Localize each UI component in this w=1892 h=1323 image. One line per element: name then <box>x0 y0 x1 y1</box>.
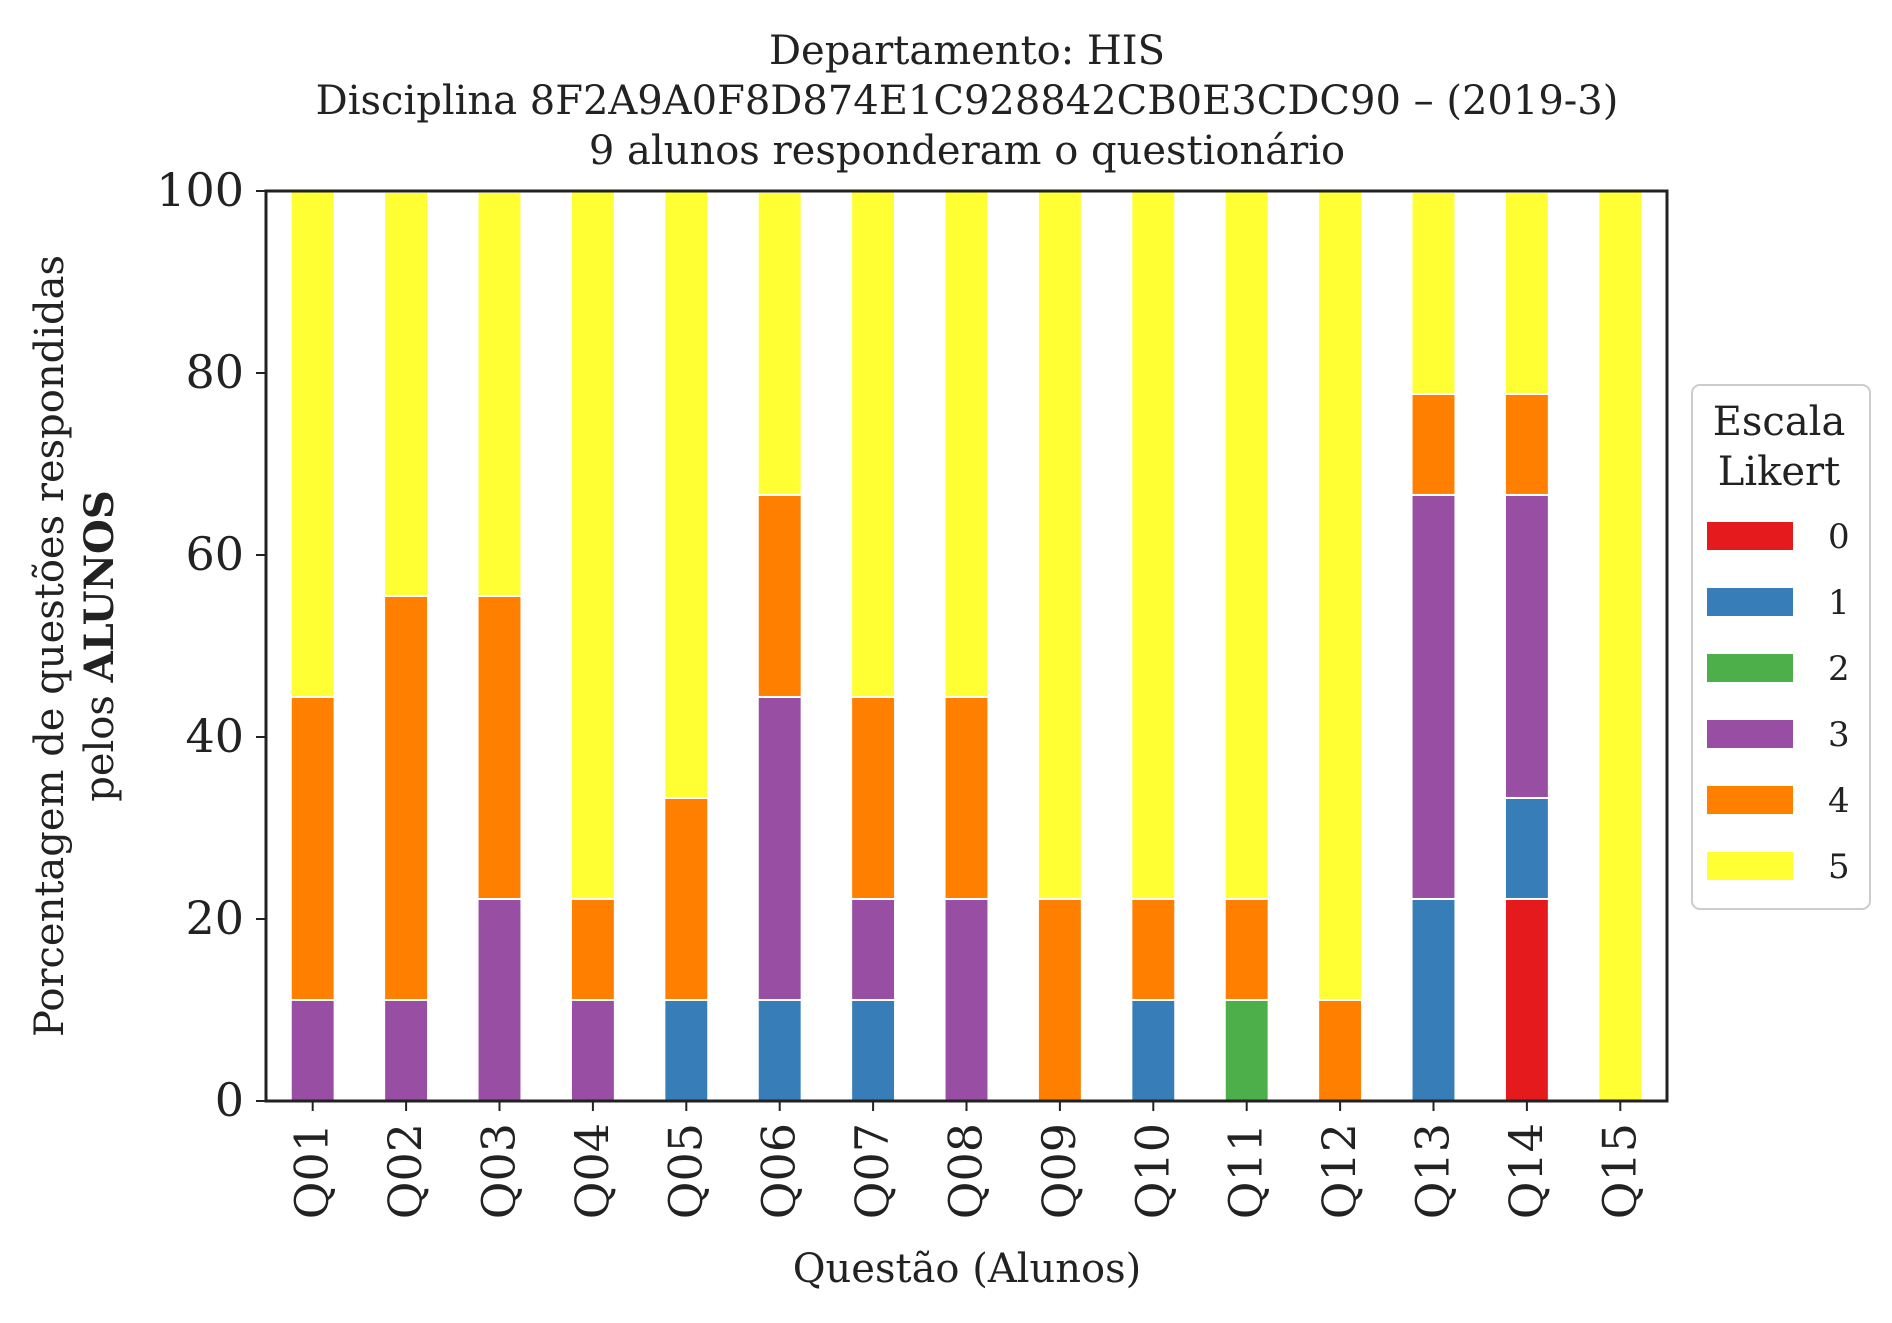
x-tick-label-q14: Q14 <box>1499 1123 1553 1219</box>
y-tick-label: 20 <box>185 891 244 945</box>
bar-segment-q06-level-3 <box>756 695 803 1001</box>
bar-segment-q11-level-2 <box>1223 998 1270 1102</box>
legend-swatch-1 <box>1707 588 1793 616</box>
legend-swatch-0 <box>1707 522 1793 550</box>
y-axis-label-line-2: pelos ALUNOS <box>76 490 123 802</box>
legend: Escala Likert 0 1 2 3 4 5 <box>1691 384 1871 910</box>
bar-segment-q08-level-3 <box>943 897 990 1102</box>
bar-segment-q12-level-5 <box>1317 190 1364 1001</box>
legend-title-line-2: Likert <box>1718 449 1840 495</box>
legend-items: 0 1 2 3 4 5 <box>1707 517 1850 887</box>
bar-segment-q13-level-5 <box>1410 190 1457 395</box>
y-tick-label: 0 <box>215 1073 244 1127</box>
x-tick-label-q12: Q12 <box>1312 1123 1366 1219</box>
bar-segment-q04-level-5 <box>569 190 616 900</box>
bar-segment-q01-level-3 <box>289 998 336 1102</box>
bar-segment-q05-level-5 <box>663 190 710 799</box>
legend-swatch-2 <box>1707 654 1793 682</box>
x-tick-label-q03: Q03 <box>472 1123 526 1219</box>
legend-label-1: 1 <box>1828 583 1850 623</box>
bar-segment-q08-level-4 <box>943 695 990 900</box>
bar-segment-q07-level-3 <box>850 897 897 1001</box>
y-axis-label-line-1: Porcentagem de questões respondidas <box>27 255 73 1037</box>
bar-segment-q14-level-3 <box>1503 493 1550 799</box>
bar-segment-q09-level-4 <box>1036 897 1083 1102</box>
x-tick-label-q07: Q07 <box>845 1123 899 1219</box>
x-tick-label-q01: Q01 <box>285 1123 339 1219</box>
legend-label-3: 3 <box>1828 715 1850 755</box>
bar-segment-q06-level-1 <box>756 998 803 1102</box>
bar-segment-q01-level-5 <box>289 190 336 698</box>
bar-segment-q04-level-3 <box>569 998 616 1102</box>
x-axis-ticks: Q01 Q02 Q03 Q04 Q05 Q06 Q07 Q08 Q09 Q10 Q11 Q12 Q13 Q… <box>285 1101 1646 1219</box>
bar-segment-q11-level-4 <box>1223 897 1270 1001</box>
bar-segment-q12-level-4 <box>1317 998 1364 1102</box>
x-tick-label-q02: Q02 <box>378 1123 432 1219</box>
bar-segment-q07-level-4 <box>850 695 897 900</box>
x-tick-label-q05: Q05 <box>658 1123 712 1219</box>
x-tick-label-q04: Q04 <box>565 1123 619 1219</box>
bar-segment-q02-level-5 <box>383 190 430 597</box>
legend-swatch-4 <box>1707 786 1793 814</box>
legend-box <box>1691 384 1871 910</box>
x-axis-label: Questão (Alunos) <box>793 1246 1142 1292</box>
y-tick-label: 80 <box>185 345 244 399</box>
x-tick-label-q09: Q09 <box>1032 1123 1086 1219</box>
legend-swatch-3 <box>1707 720 1793 748</box>
legend-title-line-1: Escala <box>1713 399 1846 445</box>
bar-segment-q14-level-5 <box>1503 190 1550 395</box>
y-axis-label-prefix: pelos <box>77 682 123 801</box>
bar-segment-q03-level-5 <box>476 190 523 597</box>
bar-segment-q06-level-4 <box>756 493 803 698</box>
legend-label-2: 2 <box>1828 649 1850 689</box>
y-axis-ticks: 0 20 40 60 80 100 <box>156 163 266 1127</box>
x-tick-label-q15: Q15 <box>1592 1123 1646 1219</box>
bar-segment-q10-level-1 <box>1130 998 1177 1102</box>
bar-segment-q13-level-1 <box>1410 897 1457 1102</box>
legend-label-5: 5 <box>1828 847 1850 887</box>
bar-segment-q08-level-5 <box>943 190 990 698</box>
bar-segment-q10-level-5 <box>1130 190 1177 900</box>
bar-segment-q10-level-4 <box>1130 897 1177 1001</box>
title-line-1: Departamento: HIS <box>769 28 1165 74</box>
y-tick-label: 100 <box>156 163 244 217</box>
y-axis-label-bold: ALUNOS <box>76 490 123 683</box>
bar-segment-q15-level-5 <box>1597 190 1644 1102</box>
bar-segment-q07-level-5 <box>850 190 897 698</box>
bar-segment-q04-level-4 <box>569 897 616 1001</box>
legend-label-0: 0 <box>1828 517 1850 557</box>
bar-segment-q03-level-3 <box>476 897 523 1102</box>
bar-segment-q13-level-4 <box>1410 392 1457 496</box>
x-tick-label-q11: Q11 <box>1219 1123 1273 1219</box>
chart-title: Departamento: HIS Disciplina 8F2A9A0F8D8… <box>316 28 1619 174</box>
bar-segment-q05-level-4 <box>663 796 710 1001</box>
y-axis-label: Porcentagem de questões respondidas pelo… <box>27 255 123 1037</box>
x-tick-label-q06: Q06 <box>752 1123 806 1219</box>
bar-segment-q02-level-4 <box>383 594 430 1001</box>
bar-segment-q05-level-1 <box>663 998 710 1102</box>
x-tick-label-q10: Q10 <box>1125 1123 1179 1219</box>
bar-segment-q14-level-4 <box>1503 392 1550 496</box>
title-line-3: 9 alunos responderam o questionário <box>589 128 1345 174</box>
bar-segment-q06-level-5 <box>756 190 803 496</box>
bar-segment-q11-level-5 <box>1223 190 1270 900</box>
bar-segment-q01-level-4 <box>289 695 336 1001</box>
bar-segment-q09-level-5 <box>1036 190 1083 900</box>
y-tick-label: 40 <box>185 709 244 763</box>
bar-segment-q07-level-1 <box>850 998 897 1102</box>
y-tick-label: 60 <box>185 527 244 581</box>
legend-swatch-5 <box>1707 852 1793 880</box>
legend-label-4: 4 <box>1828 781 1850 821</box>
bar-segment-q13-level-3 <box>1410 493 1457 900</box>
bar-segment-q02-level-3 <box>383 998 430 1102</box>
bar-segment-q14-level-0 <box>1503 897 1550 1102</box>
x-tick-label-q08: Q08 <box>939 1123 993 1219</box>
bar-segment-q14-level-1 <box>1503 796 1550 900</box>
bar-segment-q03-level-4 <box>476 594 523 900</box>
x-tick-label-q13: Q13 <box>1406 1123 1460 1219</box>
bars-group <box>289 190 1644 1102</box>
title-line-2: Disciplina 8F2A9A0F8D874E1C928842CB0E3CD… <box>316 78 1619 124</box>
